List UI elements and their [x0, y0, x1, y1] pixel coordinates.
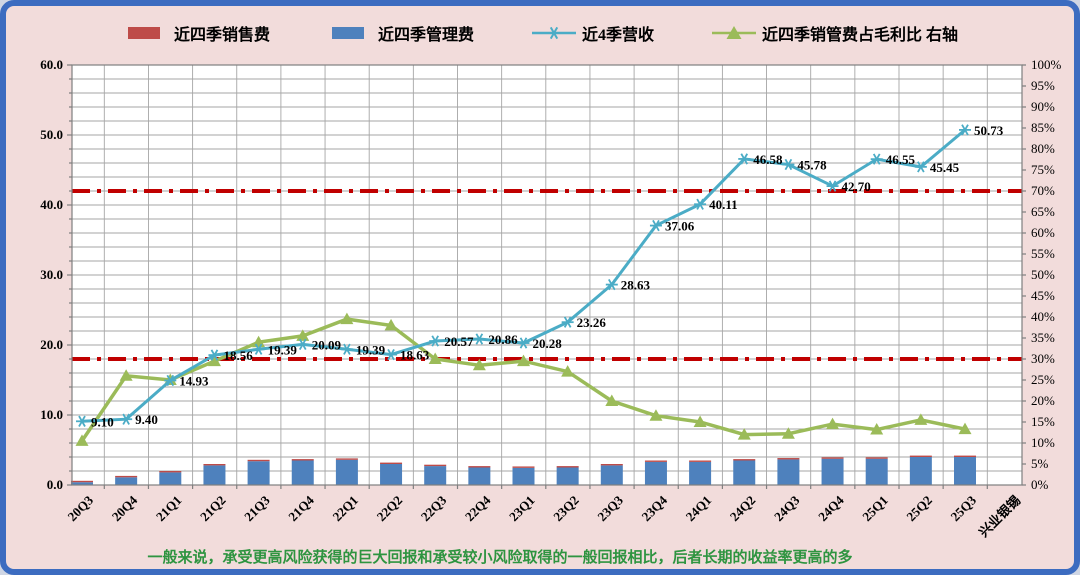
- svg-text:46.55: 46.55: [886, 152, 916, 167]
- svg-text:21Q1: 21Q1: [153, 493, 185, 525]
- revenue-line: [76, 124, 971, 427]
- svg-text:40.0: 40.0: [40, 197, 63, 212]
- svg-text:0%: 0%: [1031, 477, 1049, 492]
- svg-text:22Q3: 22Q3: [418, 492, 450, 524]
- left-axis-labels: 0.0 10.0 20.0 30.0 40.0 50.0 60.0: [40, 57, 63, 492]
- svg-text:60%: 60%: [1031, 225, 1055, 240]
- svg-text:23Q1: 23Q1: [506, 493, 538, 525]
- svg-text:14.93: 14.93: [179, 373, 209, 388]
- x-axis-labels: 20Q3 20Q4 21Q1 21Q2 21Q3 21Q4 22Q1 22Q2 22Q3 22Q4…: [65, 492, 1024, 540]
- svg-text:50.73: 50.73: [974, 123, 1004, 138]
- svg-text:21Q4: 21Q4: [285, 492, 317, 524]
- bars-series-management: [71, 457, 976, 485]
- svg-text:10.0: 10.0: [40, 407, 63, 422]
- svg-text:兴业银锡: 兴业银锡: [976, 493, 1023, 540]
- revenue-data-labels: 9.10 9.40 14.93 18.56 19.39 20.09 19.39 18.63 20…: [91, 123, 1004, 429]
- svg-text:28.63: 28.63: [621, 278, 651, 293]
- svg-text:20.09: 20.09: [312, 337, 342, 352]
- legend-swatch-rect-icon: [128, 27, 160, 39]
- legend-label: 近四季销售费: [174, 27, 271, 44]
- svg-text:24Q1: 24Q1: [683, 493, 715, 525]
- svg-text:23.26: 23.26: [577, 315, 607, 330]
- legend-swatch-rect-icon: [332, 27, 365, 39]
- chart-plot: 9.10 9.40 14.93 18.56 19.39 20.09 19.39 18.63 20…: [40, 57, 1062, 540]
- reference-lines: [72, 189, 1022, 361]
- svg-text:65%: 65%: [1031, 204, 1055, 219]
- svg-text:10%: 10%: [1031, 435, 1055, 450]
- svg-text:15%: 15%: [1031, 414, 1055, 429]
- ratio-line: [75, 312, 972, 446]
- svg-text:95%: 95%: [1031, 78, 1055, 93]
- svg-text:37.06: 37.06: [665, 219, 695, 234]
- svg-text:23Q2: 23Q2: [550, 493, 582, 525]
- svg-text:70%: 70%: [1031, 183, 1055, 198]
- svg-text:55%: 55%: [1031, 246, 1055, 261]
- svg-text:40.11: 40.11: [709, 197, 738, 212]
- svg-text:21Q2: 21Q2: [197, 493, 229, 525]
- right-axis-labels: 0% 5% 10% 15% 20% 25% 30% 35% 40% 45% 50% 55% 60% 65%…: [1031, 57, 1062, 492]
- svg-text:18.56: 18.56: [223, 348, 253, 363]
- svg-text:42.70: 42.70: [842, 179, 871, 194]
- legend-item-3: 近四季销管费占毛利比 右轴: [712, 21, 958, 45]
- svg-text:0.0: 0.0: [47, 477, 63, 492]
- svg-text:50.0: 50.0: [40, 127, 63, 142]
- svg-text:24Q4: 24Q4: [815, 492, 847, 524]
- svg-text:22Q1: 22Q1: [329, 493, 361, 525]
- svg-text:25Q1: 25Q1: [859, 493, 891, 525]
- svg-text:20Q4: 20Q4: [109, 492, 141, 524]
- svg-text:9.40: 9.40: [135, 412, 158, 427]
- svg-text:45.78: 45.78: [797, 158, 827, 173]
- svg-text:24Q2: 24Q2: [727, 493, 759, 525]
- legend-swatch-line-asterisk-icon: [532, 26, 577, 40]
- legend-item-0: 近四季销售费: [124, 21, 270, 45]
- legend-label: 近四季销管费占毛利比 右轴: [762, 27, 959, 44]
- svg-text:45%: 45%: [1031, 288, 1055, 303]
- svg-text:75%: 75%: [1031, 162, 1055, 177]
- caption-text: 一般来说，承受更高风险获得的巨大回报和承受较小风险取得的一般回报相比，后者长期的…: [147, 550, 853, 566]
- svg-text:20Q3: 20Q3: [65, 492, 97, 524]
- svg-text:19.39: 19.39: [356, 342, 386, 357]
- svg-text:24Q3: 24Q3: [771, 492, 803, 524]
- svg-text:80%: 80%: [1031, 141, 1055, 156]
- svg-text:22Q4: 22Q4: [462, 492, 494, 524]
- svg-text:20.86: 20.86: [488, 332, 518, 347]
- svg-text:20.0: 20.0: [40, 337, 63, 352]
- svg-text:100%: 100%: [1031, 57, 1062, 72]
- svg-text:30%: 30%: [1031, 351, 1055, 366]
- svg-text:19.39: 19.39: [268, 342, 298, 357]
- legend-label: 近四季管理费: [378, 27, 475, 44]
- svg-text:85%: 85%: [1031, 120, 1055, 135]
- svg-text:18.63: 18.63: [400, 348, 430, 363]
- svg-text:90%: 90%: [1031, 99, 1055, 114]
- bars-series-sales: [71, 455, 976, 483]
- svg-text:30.0: 30.0: [40, 267, 63, 282]
- svg-text:60.0: 60.0: [40, 57, 63, 72]
- svg-text:25Q3: 25Q3: [948, 492, 980, 524]
- legend-swatch-line-triangle-icon: [712, 26, 757, 39]
- svg-text:50%: 50%: [1031, 267, 1055, 282]
- svg-text:5%: 5%: [1031, 456, 1049, 471]
- svg-text:45.45: 45.45: [930, 160, 960, 175]
- chart-legend: 近四季销售费 近四季管理费 近4季营收 近四季销管费占毛利比 右轴: [124, 21, 958, 45]
- svg-text:35%: 35%: [1031, 330, 1055, 345]
- axis-ticks: [67, 64, 1026, 489]
- svg-text:23Q4: 23Q4: [639, 492, 671, 524]
- svg-text:20%: 20%: [1031, 393, 1055, 408]
- svg-text:25Q2: 25Q2: [903, 493, 935, 525]
- legend-item-2: 近4季营收: [532, 21, 654, 45]
- legend-label: 近4季营收: [582, 27, 655, 44]
- svg-text:23Q3: 23Q3: [594, 492, 626, 524]
- svg-text:21Q3: 21Q3: [241, 492, 273, 524]
- svg-text:9.10: 9.10: [91, 414, 114, 429]
- svg-text:20.57: 20.57: [444, 334, 474, 349]
- svg-text:46.58: 46.58: [753, 152, 783, 167]
- legend-item-1: 近四季管理费: [328, 21, 474, 45]
- svg-text:20.28: 20.28: [533, 336, 563, 351]
- svg-text:22Q2: 22Q2: [374, 493, 406, 525]
- svg-text:25%: 25%: [1031, 372, 1055, 387]
- svg-text:40%: 40%: [1031, 309, 1055, 324]
